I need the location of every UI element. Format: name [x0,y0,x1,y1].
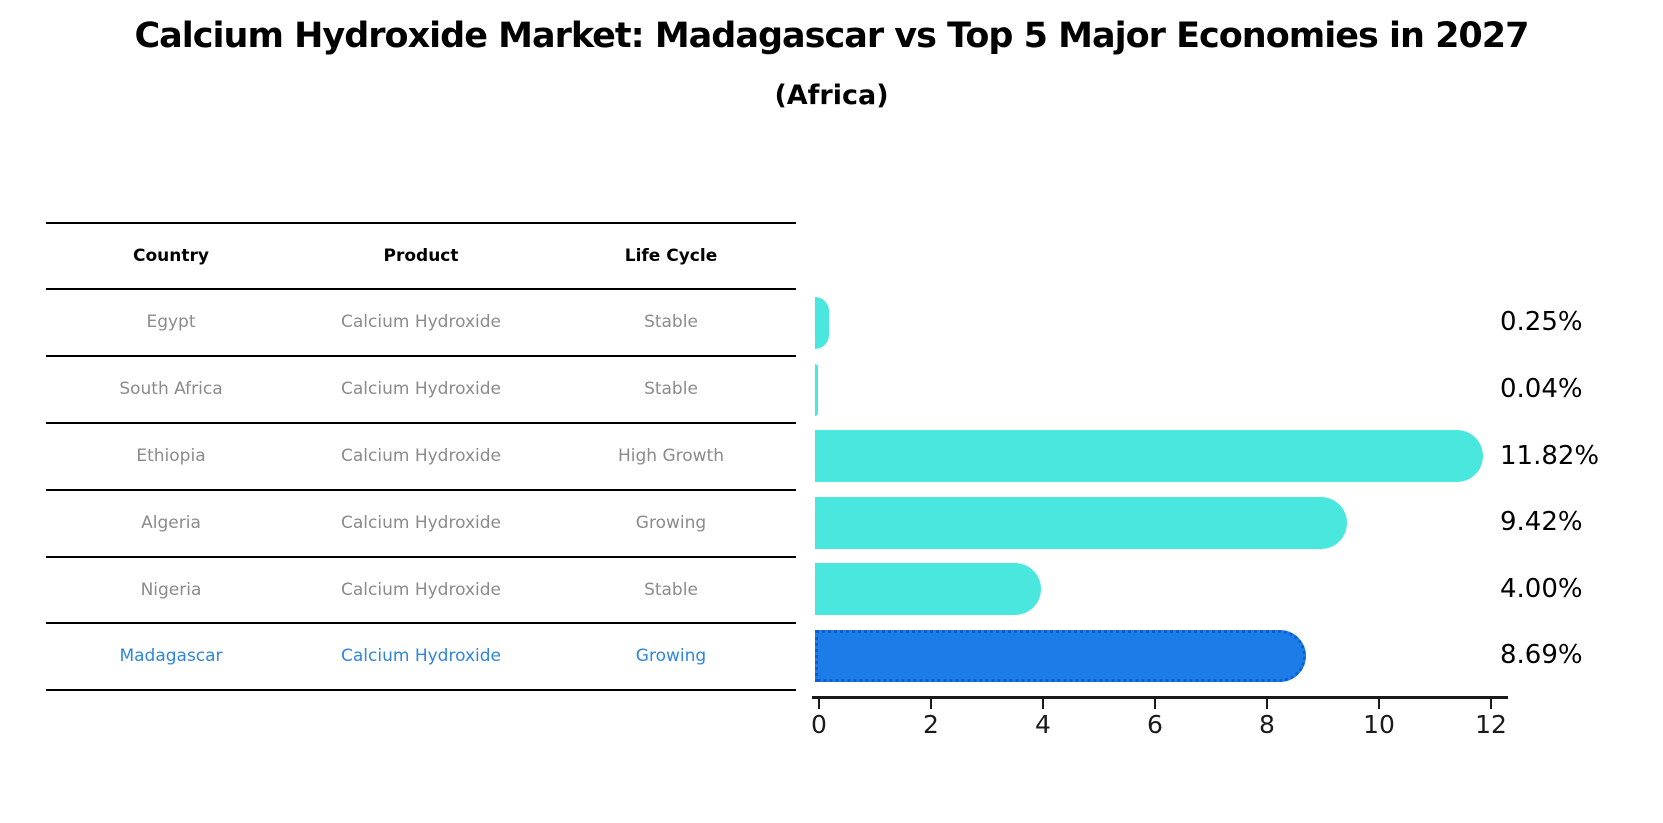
x-tick-label-4: 4 [1035,710,1051,739]
cell-life-cycle: Stable [644,580,698,600]
table-divider [46,556,796,558]
value-label-nigeria: 4.00% [1500,574,1583,604]
cell-life-cycle: Growing [635,646,707,666]
x-tick-label-10: 10 [1363,710,1395,739]
cell-product: Calcium Hydroxide [341,513,501,533]
cell-country: South Africa [119,379,223,399]
x-axis-tick-2 [930,699,932,709]
table-divider [46,622,796,624]
value-label-egypt: 0.25% [1500,307,1583,337]
cell-product: Calcium Hydroxide [341,580,501,600]
cell-country: Algeria [141,513,201,533]
table-header-product: Product [383,246,459,266]
x-axis-tick-10 [1378,699,1380,709]
table-row-algeria: Algeria Calcium Hydroxide Growing [46,490,796,556]
table-header-row: Country Product Life Cycle [46,223,796,289]
cell-product: Calcium Hydroxide [341,312,501,332]
x-tick-label-2: 2 [923,710,939,739]
cell-country: Egypt [146,312,196,332]
table-row-egypt: Egypt Calcium Hydroxide Stable [46,289,796,355]
cell-life-cycle: Growing [635,513,707,533]
x-axis-tick-0 [818,699,820,709]
value-label-ethiopia: 11.82% [1500,441,1600,471]
cell-country: Madagascar [119,646,223,666]
table-row-south-africa: South Africa Calcium Hydroxide Stable [46,356,796,422]
cell-life-cycle: High Growth [617,446,724,466]
value-label-madagascar: 8.69% [1500,640,1583,670]
cell-country: Ethiopia [136,446,206,466]
table-row-madagascar: Madagascar Calcium Hydroxide Growing [46,623,796,689]
table-border-top [46,222,796,224]
x-tick-label-12: 12 [1475,710,1507,739]
table-header-life-cycle: Life Cycle [624,246,718,266]
bar-nigeria [815,563,1041,615]
chart-subtitle: (Africa) [774,80,889,111]
cell-life-cycle: Stable [644,312,698,332]
x-axis-tick-4 [1042,699,1044,709]
bar-ethiopia [815,430,1483,482]
value-label-south-africa: 0.04% [1500,374,1583,404]
table-row-nigeria: Nigeria Calcium Hydroxide Stable [46,557,796,623]
table-border-bottom [46,689,796,691]
bar-south-africa [815,364,818,416]
value-label-algeria: 9.42% [1500,507,1583,537]
table-divider [46,355,796,357]
x-axis-tick-12 [1490,699,1492,709]
x-tick-label-6: 6 [1147,710,1163,739]
cell-country: Nigeria [140,580,202,600]
cell-product: Calcium Hydroxide [341,646,501,666]
x-axis-tick-8 [1266,699,1268,709]
x-axis-tick-6 [1154,699,1156,709]
table-divider [46,422,796,424]
x-tick-label-8: 8 [1259,710,1275,739]
table-divider [46,288,796,290]
x-axis-line [812,696,1508,699]
chart-title: Calcium Hydroxide Market: Madagascar vs … [134,16,1530,56]
x-tick-label-0: 0 [811,710,827,739]
bar-egypt [815,297,830,349]
table-row-ethiopia: Ethiopia Calcium Hydroxide High Growth [46,423,796,489]
table-header-country: Country [133,246,209,266]
cell-product: Calcium Hydroxide [341,446,501,466]
bar-madagascar [815,630,1306,682]
bar-algeria [815,497,1348,549]
cell-life-cycle: Stable [644,379,698,399]
cell-product: Calcium Hydroxide [341,379,501,399]
table-divider [46,489,796,491]
